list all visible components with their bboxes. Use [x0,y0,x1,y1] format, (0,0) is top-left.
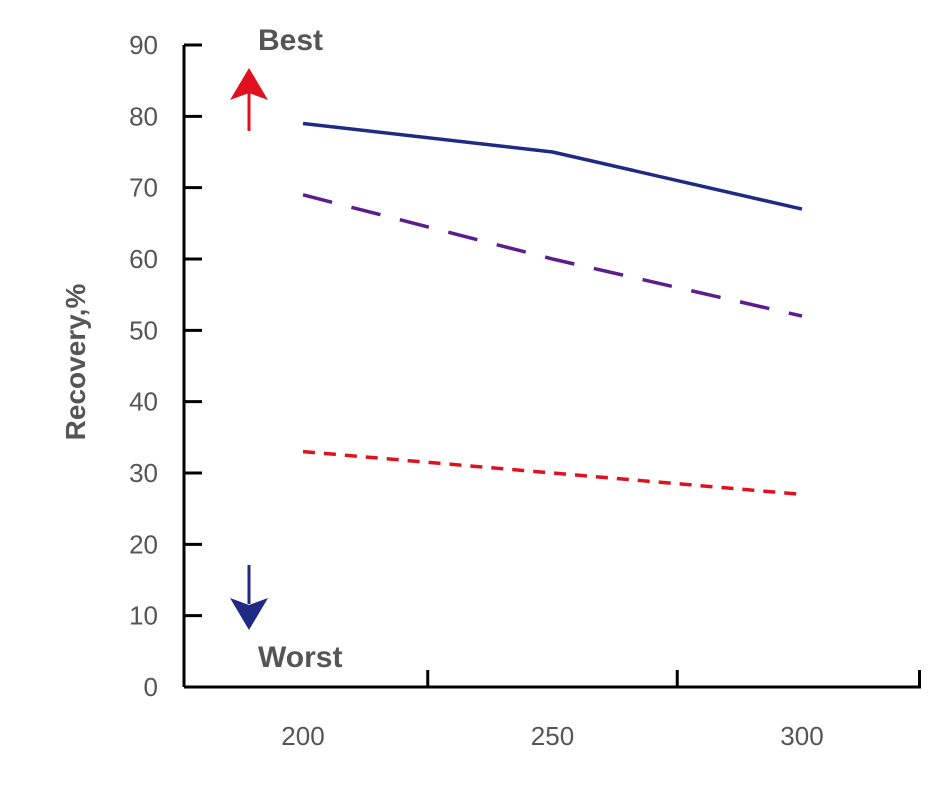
y-tick-label: 90 [129,30,158,60]
series-layer [302,121,803,497]
y-axis-title: Recovery,% [60,284,91,441]
y-tick-label: 40 [129,387,158,417]
x-tick-label: 200 [281,721,324,751]
annotations: Best Worst [230,24,342,674]
y-tick-label: 50 [129,315,158,345]
up-arrow-icon [230,68,268,131]
y-tick-label: 30 [129,458,158,488]
y-tick-label: 60 [129,244,158,274]
best-annotation-label: Best [258,24,323,57]
down-arrow-icon [230,565,268,630]
axes [182,45,921,689]
x-ticks: 200 250 300 [281,670,921,751]
x-tick-label: 250 [531,721,574,751]
series-line-3 [302,449,803,497]
x-tick-label: 300 [780,721,823,751]
y-ticks: 0 10 20 30 40 50 60 70 80 90 [129,30,202,702]
series-line-2 [302,193,803,318]
y-tick-label: 70 [129,173,158,203]
y-tick-label: 80 [129,101,158,131]
y-tick-label: 10 [129,601,158,631]
y-tick-label: 20 [129,529,158,559]
y-tick-label: 0 [144,672,158,702]
series-line-1 [302,121,803,211]
worst-annotation-label: Worst [258,641,342,674]
